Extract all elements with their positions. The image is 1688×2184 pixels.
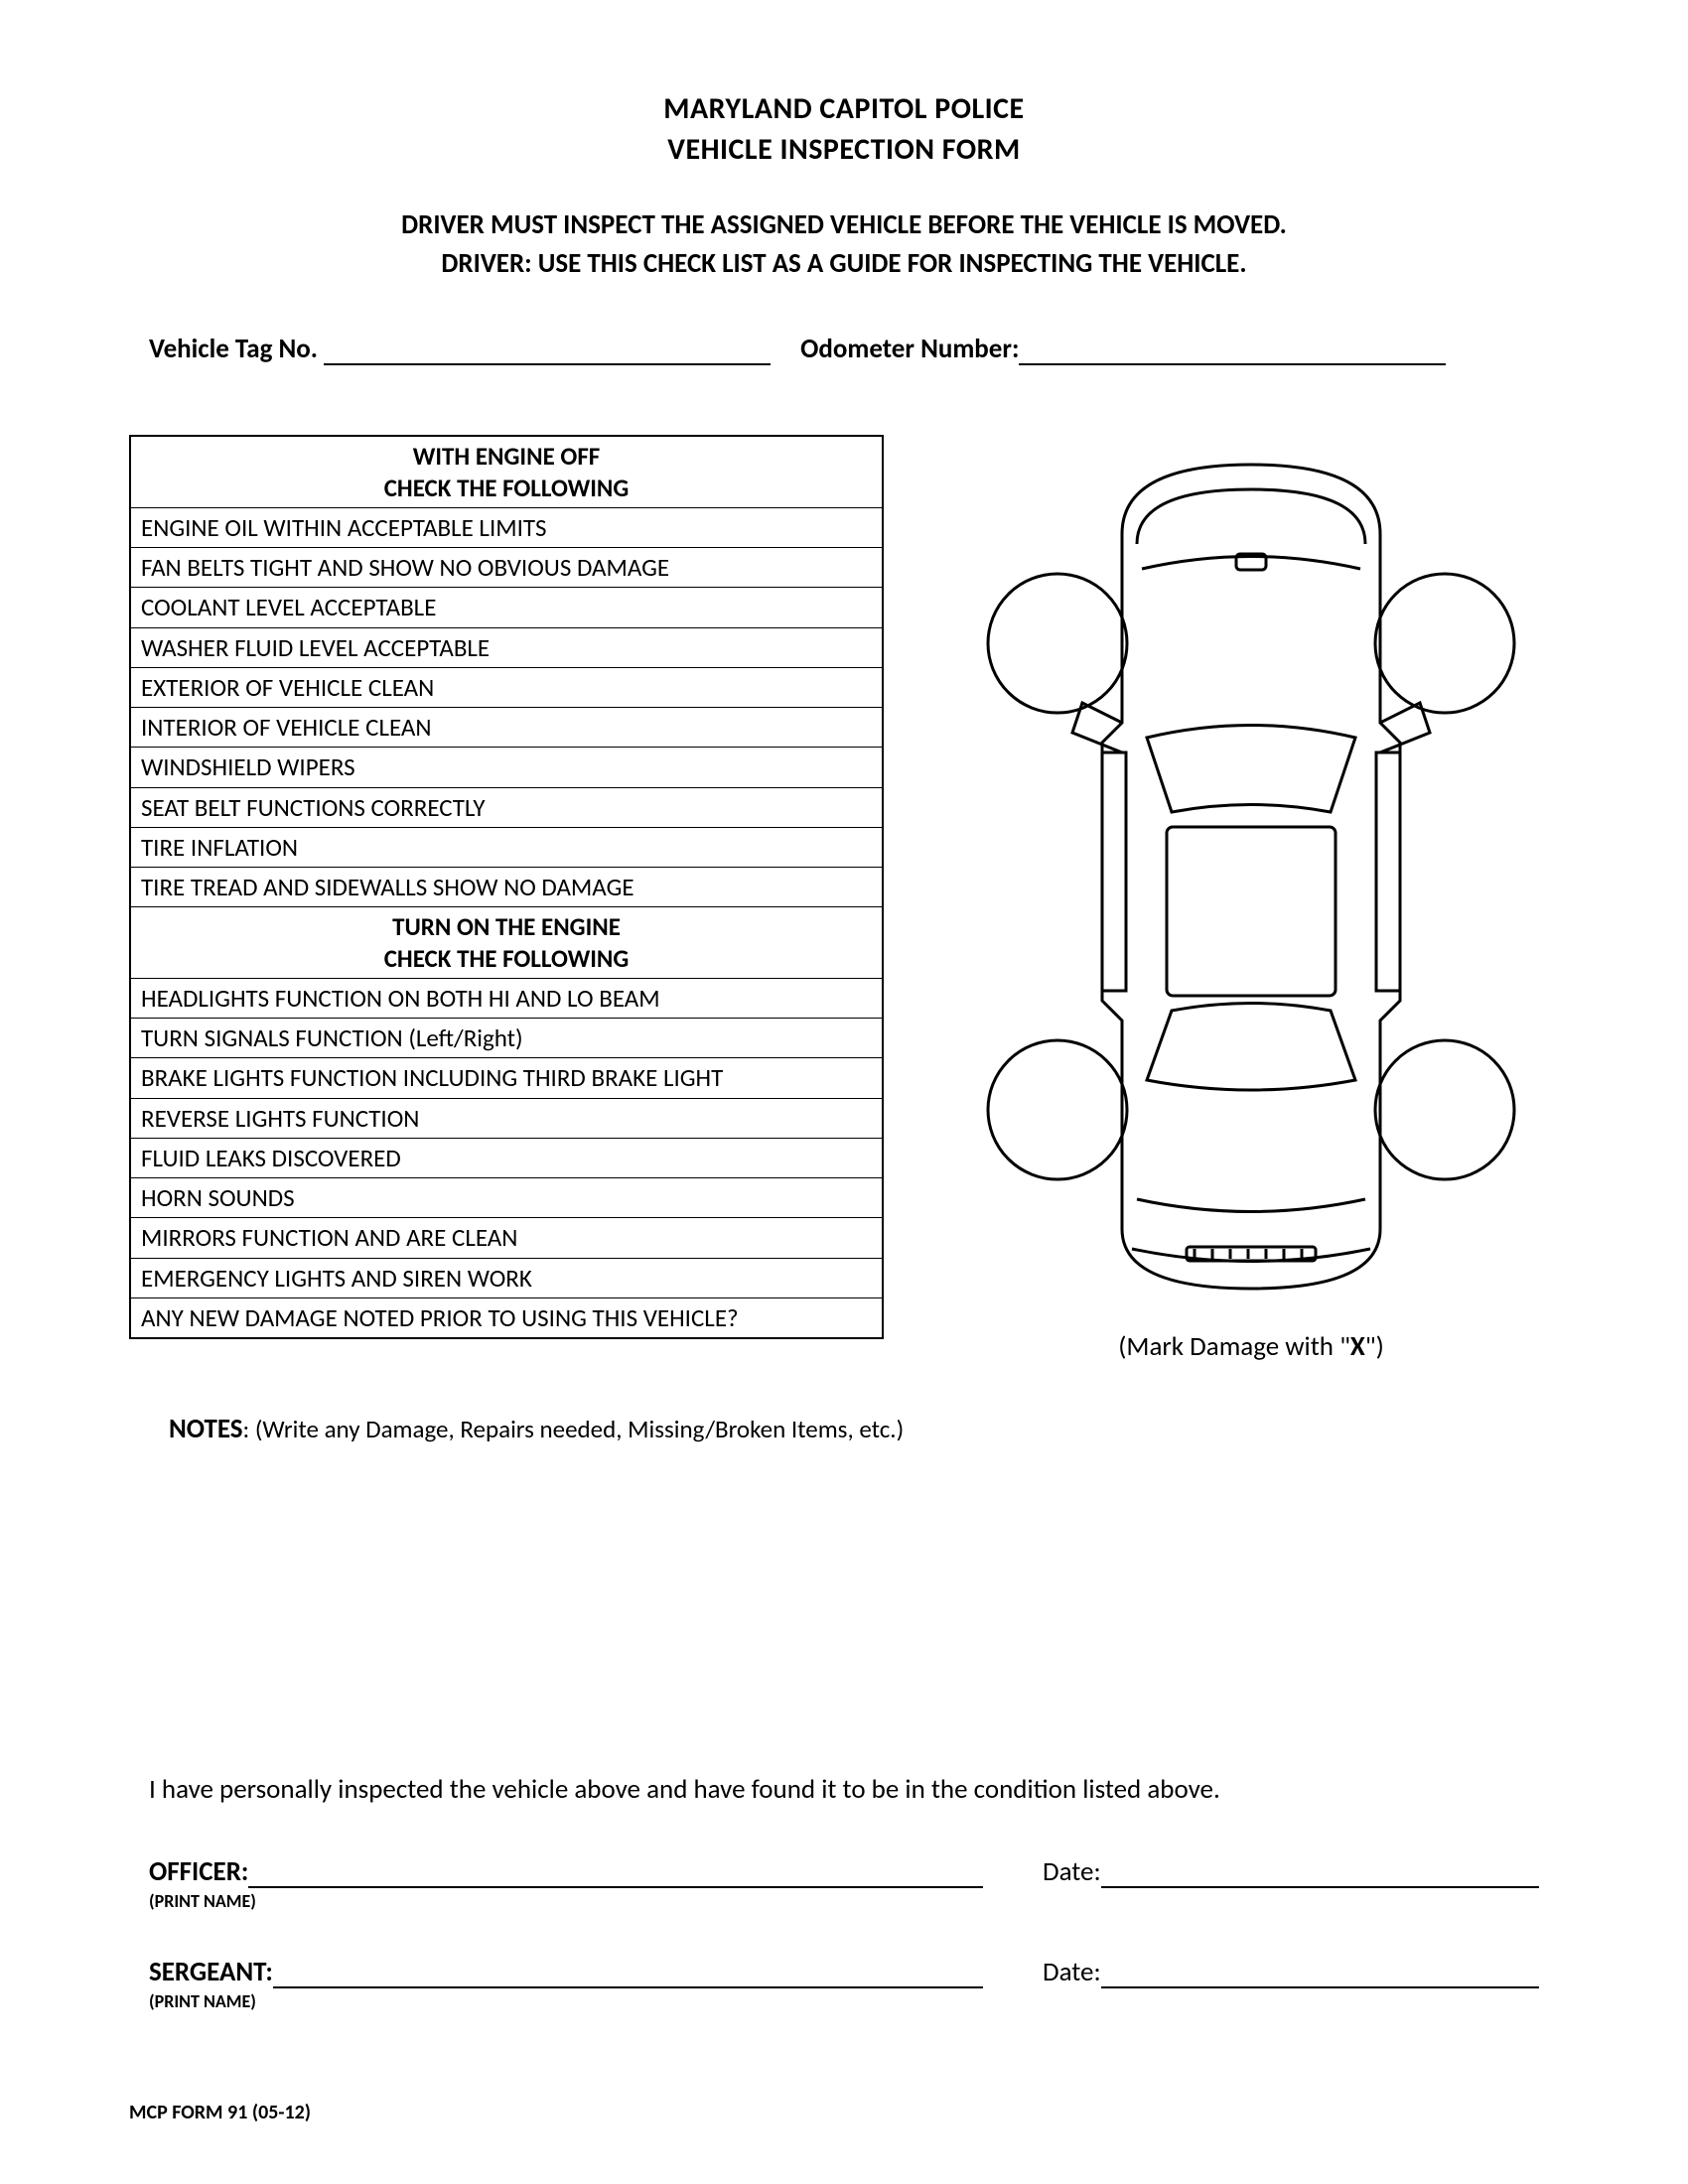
checklist-cell: TURN ON THE ENGINECHECK THE FOLLOWING (130, 907, 883, 979)
officer-print-name: (PRINT NAME) (149, 1890, 983, 1912)
identifier-row: Vehicle Tag No. Odometer Number: (129, 333, 1559, 365)
officer-date-label: Date: (1043, 1855, 1101, 1888)
checklist-cell: SEAT BELT FUNCTIONS CORRECTLY (130, 787, 883, 827)
checklist-cell: TIRE TREAD AND SIDEWALLS SHOW NO DAMAGE (130, 868, 883, 907)
instructions: DRIVER MUST INSPECT THE ASSIGNED VEHICLE… (129, 205, 1559, 283)
instruction-line-1: DRIVER MUST INSPECT THE ASSIGNED VEHICLE… (129, 205, 1559, 244)
sergeant-sig-line: SERGEANT: (149, 1956, 983, 1988)
sergeant-date-blank[interactable] (1101, 1959, 1539, 1988)
checklist-cell: EXTERIOR OF VEHICLE CLEAN (130, 667, 883, 707)
instruction-line-2: DRIVER: USE THIS CHECK LIST AS A GUIDE F… (129, 244, 1559, 283)
sergeant-print-name: (PRINT NAME) (149, 1990, 983, 2012)
header-line-1: MARYLAND CAPITOL POLICE (129, 89, 1559, 130)
checklist-cell: WINDSHIELD WIPERS (130, 748, 883, 787)
diagram-caption: (Mark Damage with "X") (1118, 1330, 1384, 1363)
checklist-cell: TIRE INFLATION (130, 827, 883, 867)
checklist-cell: FLUID LEAKS DISCOVERED (130, 1138, 883, 1177)
header-line-2: VEHICLE INSPECTION FORM (129, 130, 1559, 171)
checklist-cell: WASHER FLUID LEVEL ACCEPTABLE (130, 627, 883, 667)
officer-date-blank[interactable] (1101, 1858, 1539, 1888)
checklist-cell: HEADLIGHTS FUNCTION ON BOTH HI AND LO BE… (130, 978, 883, 1018)
officer-label: OFFICER: (149, 1855, 248, 1888)
odometer-label: Odometer Number: (800, 333, 1019, 365)
officer-signature-blank[interactable] (248, 1858, 983, 1888)
form-footer: MCP FORM 91 (05-12) (129, 2101, 311, 2124)
odometer-blank[interactable] (1019, 336, 1446, 365)
checklist-cell: REVERSE LIGHTS FUNCTION (130, 1098, 883, 1138)
officer-sig-line: OFFICER: (149, 1855, 983, 1888)
checklist-cell: ANY NEW DAMAGE NOTED PRIOR TO USING THIS… (130, 1297, 883, 1338)
sergeant-label: SERGEANT: (149, 1956, 273, 1988)
sergeant-date-label: Date: (1043, 1956, 1101, 1988)
officer-date-line: Date: (1043, 1855, 1539, 1888)
notes-hint: : (Write any Damage, Repairs needed, Mis… (243, 1414, 905, 1444)
sergeant-date-line: Date: (1043, 1956, 1539, 1988)
officer-signature-block: OFFICER: (PRINT NAME) Date: (149, 1855, 1539, 1912)
checklist-table: WITH ENGINE OFFCHECK THE FOLLOWINGENGINE… (129, 435, 884, 1339)
sergeant-signature-blank[interactable] (273, 1959, 983, 1988)
vehicle-diagram-column: (Mark Damage with "X") (943, 435, 1559, 1363)
checklist-cell: WITH ENGINE OFFCHECK THE FOLLOWING (130, 436, 883, 507)
caption-suffix: ") (1365, 1330, 1384, 1363)
checklist-cell: INTERIOR OF VEHICLE CLEAN (130, 708, 883, 748)
certification-statement: I have personally inspected the vehicle … (149, 1773, 1539, 1806)
checklist-cell: BRAKE LIGHTS FUNCTION INCLUDING THIRD BR… (130, 1058, 883, 1098)
vehicle-tag-blank[interactable] (324, 336, 771, 365)
checklist-cell: COOLANT LEVEL ACCEPTABLE (130, 588, 883, 627)
vehicle-tag-label: Vehicle Tag No. (149, 333, 318, 365)
sergeant-signature-block: SERGEANT: (PRINT NAME) Date: (149, 1956, 1539, 2012)
checklist-cell: EMERGENCY LIGHTS AND SIREN WORK (130, 1258, 883, 1297)
notes-label: NOTES (169, 1413, 243, 1445)
notes-section: NOTES: (Write any Damage, Repairs needed… (169, 1413, 1539, 1445)
odometer-field: Odometer Number: (800, 333, 1446, 365)
vehicle-tag-field: Vehicle Tag No. (149, 333, 771, 365)
checklist-cell: HORN SOUNDS (130, 1178, 883, 1218)
checklist-cell: TURN SIGNALS FUNCTION (Left/Right) (130, 1019, 883, 1058)
checklist-cell: ENGINE OIL WITHIN ACCEPTABLE LIMITS (130, 507, 883, 547)
checklist-cell: FAN BELTS TIGHT AND SHOW NO OBVIOUS DAMA… (130, 548, 883, 588)
form-header: MARYLAND CAPITOL POLICE VEHICLE INSPECTI… (129, 89, 1559, 170)
vehicle-diagram[interactable] (973, 445, 1529, 1318)
caption-bold: X (1350, 1330, 1365, 1363)
checklist-cell: MIRRORS FUNCTION AND ARE CLEAN (130, 1218, 883, 1258)
content-row: WITH ENGINE OFFCHECK THE FOLLOWINGENGINE… (129, 435, 1559, 1363)
caption-prefix: (Mark Damage with " (1118, 1330, 1350, 1363)
